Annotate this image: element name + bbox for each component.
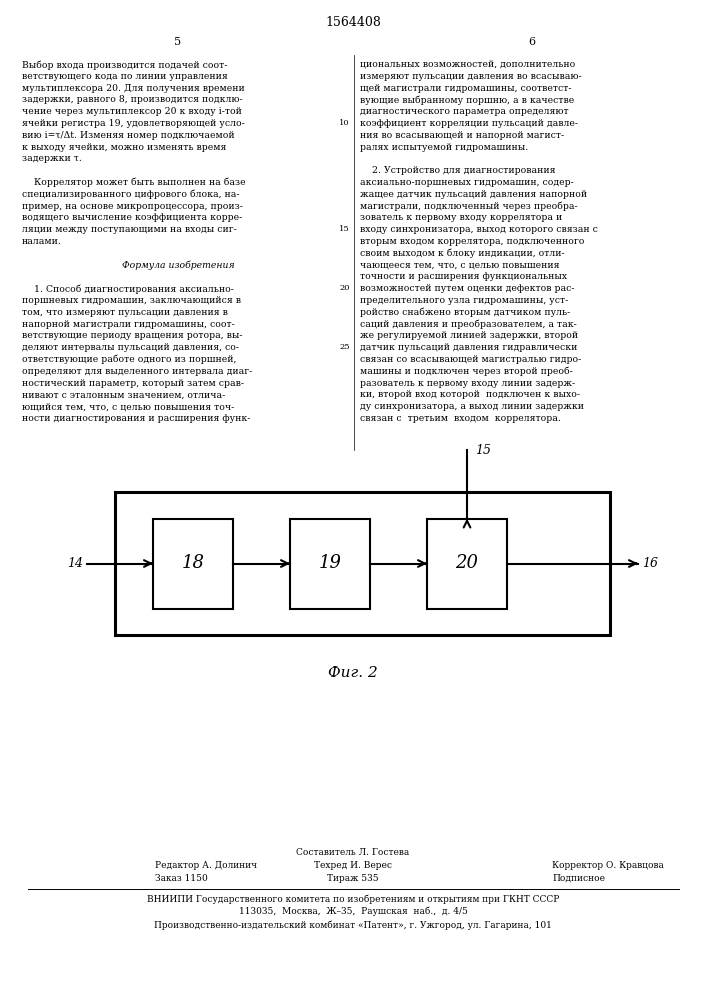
Text: Составитель Л. Гостева: Составитель Л. Гостева [296,848,409,857]
Text: определяют для выделенного интервала диаг-: определяют для выделенного интервала диа… [22,367,252,376]
Text: машины и подключен через второй преоб-: машины и подключен через второй преоб- [360,367,573,376]
Text: 25: 25 [339,343,350,351]
Text: 1564408: 1564408 [325,15,381,28]
Text: Корректор О. Кравцова: Корректор О. Кравцова [552,861,664,870]
Text: 20: 20 [339,284,350,292]
Text: к выходу ячейки, можно изменять время: к выходу ячейки, можно изменять время [22,143,226,152]
Text: Тираж 535: Тираж 535 [327,874,379,883]
Text: 16: 16 [642,557,658,570]
Text: поршневых гидромашин, заключающийся в: поршневых гидромашин, заключающийся в [22,296,241,305]
Text: возможностей путем оценки дефектов рас-: возможностей путем оценки дефектов рас- [360,284,575,293]
Text: ду синхронизатора, а выход линии задержки: ду синхронизатора, а выход линии задержк… [360,402,584,411]
Text: мультиплексора 20. Для получения времени: мультиплексора 20. Для получения времени [22,84,245,93]
Text: магистрали, подключенный через преобра-: магистрали, подключенный через преобра- [360,202,578,211]
Text: датчик пульсаций давления гидравлически: датчик пульсаций давления гидравлически [360,343,578,352]
Text: ячейки регистра 19, удовлетворяющей усло-: ячейки регистра 19, удовлетворяющей усло… [22,119,245,128]
Text: нивают с эталонным значением, отлича-: нивают с эталонным значением, отлича- [22,390,226,399]
Text: ностический параметр, который затем срав-: ностический параметр, который затем срав… [22,379,244,388]
Text: Фиг. 2: Фиг. 2 [328,666,378,680]
Text: водящего вычисление коэффициента корре-: водящего вычисление коэффициента корре- [22,213,243,222]
Text: ветствующего кода по линии управления: ветствующего кода по линии управления [22,72,228,81]
Text: своим выходом к блоку индикации, отли-: своим выходом к блоку индикации, отли- [360,249,565,258]
Text: 10: 10 [339,119,350,127]
FancyBboxPatch shape [115,492,610,635]
Text: циональных возможностей, дополнительно: циональных возможностей, дополнительно [360,60,575,69]
Text: 1. Способ диагностирования аксиально-: 1. Способ диагностирования аксиально- [22,284,234,294]
Text: Выбор входа производится подачей соот-: Выбор входа производится подачей соот- [22,60,228,70]
Text: ки, второй вход которой  подключен к выхо-: ки, второй вход которой подключен к выхо… [360,390,580,399]
Text: связан с  третьим  входом  коррелятора.: связан с третьим входом коррелятора. [360,414,561,423]
Text: ралях испытуемой гидромашины.: ралях испытуемой гидромашины. [360,143,528,152]
Text: аксиально-поршневых гидромашин, содер-: аксиально-поршневых гидромашин, содер- [360,178,574,187]
Text: Заказ 1150: Заказ 1150 [155,874,208,883]
Text: входу синхронизатора, выход которого связан с: входу синхронизатора, выход которого свя… [360,225,598,234]
Text: Редактор А. Долинич: Редактор А. Долинич [155,861,257,870]
Text: 19: 19 [318,554,341,572]
Text: диагностического параметра определяют: диагностического параметра определяют [360,107,568,116]
Text: ройство снабжено вторым датчиком пуль-: ройство снабжено вторым датчиком пуль- [360,308,571,317]
Text: 20: 20 [455,554,479,572]
Text: ВНИИПИ Государственного комитета по изобретениям и открытиям при ГКНТ СССР: ВНИИПИ Государственного комитета по изоб… [147,894,559,904]
Text: 5: 5 [175,37,182,47]
FancyBboxPatch shape [427,519,507,608]
Text: 15: 15 [339,225,350,233]
Text: задержки τ.: задержки τ. [22,154,82,163]
Text: зователь к первому входу коррелятора и: зователь к первому входу коррелятора и [360,213,562,222]
Text: том, что измеряют пульсации давления в: том, что измеряют пульсации давления в [22,308,228,317]
Text: пределительного узла гидромашины, уст-: пределительного узла гидромашины, уст- [360,296,568,305]
Text: 2. Устройство для диагностирования: 2. Устройство для диагностирования [360,166,556,175]
Text: ющийся тем, что, с целью повышения точ-: ющийся тем, что, с целью повышения точ- [22,402,234,411]
Text: разователь к первому входу линии задерж-: разователь к первому входу линии задерж- [360,379,575,388]
Text: жащее датчик пульсаций давления напорной: жащее датчик пульсаций давления напорной [360,190,587,199]
Text: щей магистрали гидромашины, соответст-: щей магистрали гидромашины, соответст- [360,84,571,93]
Text: ветствующие периоду вращения ротора, вы-: ветствующие периоду вращения ротора, вы- [22,331,243,340]
Text: коэффициент корреляции пульсаций давле-: коэффициент корреляции пульсаций давле- [360,119,578,128]
Text: вию i=τ/Δt. Изменяя номер подключаемой: вию i=τ/Δt. Изменяя номер подключаемой [22,131,235,140]
Text: измеряют пульсации давления во всасываю-: измеряют пульсации давления во всасываю- [360,72,582,81]
Text: ности диагностирования и расширения функ-: ности диагностирования и расширения функ… [22,414,250,423]
Text: связан со всасывающей магистралью гидро-: связан со всасывающей магистралью гидро- [360,355,581,364]
Text: Производственно-издательский комбинат «Патент», г. Ужгород, ул. Гагарина, 101: Производственно-издательский комбинат «П… [154,920,552,930]
Text: Подписное: Подписное [552,874,605,883]
Text: налами.: налами. [22,237,62,246]
Text: вующие выбранному поршню, а в качестве: вующие выбранному поршню, а в качестве [360,95,574,105]
Text: ния во всасывающей и напорной магист-: ния во всасывающей и напорной магист- [360,131,564,140]
Text: точности и расширения функциональных: точности и расширения функциональных [360,272,567,281]
Text: Коррелятор может быть выполнен на базе: Коррелятор может быть выполнен на базе [22,178,245,187]
Text: Техред И. Верес: Техред И. Верес [314,861,392,870]
Text: саций давления и преобразователем, а так-: саций давления и преобразователем, а так… [360,320,577,329]
FancyBboxPatch shape [290,519,370,608]
Text: 15: 15 [475,444,491,456]
Text: 14: 14 [67,557,83,570]
Text: 113035,  Москва,  Ж–35,  Раушская  наб.,  д. 4/5: 113035, Москва, Ж–35, Раушская наб., д. … [238,907,467,916]
Text: задержки, равного 8, производится подклю-: задержки, равного 8, производится подклю… [22,95,243,104]
Text: 18: 18 [182,554,204,572]
Text: вторым входом коррелятора, подключенного: вторым входом коррелятора, подключенного [360,237,585,246]
Text: 6: 6 [528,37,536,47]
Text: деляют интервалы пульсаций давления, со-: деляют интервалы пульсаций давления, со- [22,343,239,352]
Text: пример, на основе микропроцессора, произ-: пример, на основе микропроцессора, произ… [22,202,243,211]
Text: напорной магистрали гидромашины, соот-: напорной магистрали гидромашины, соот- [22,320,235,329]
Text: ответствующие работе одного из поршней,: ответствующие работе одного из поршней, [22,355,236,364]
Text: Формула изобретения: Формула изобретения [122,261,234,270]
Text: ляции между поступающими на входы сиг-: ляции между поступающими на входы сиг- [22,225,237,234]
Text: специализированного цифрового блока, на-: специализированного цифрового блока, на- [22,190,240,199]
FancyBboxPatch shape [153,519,233,608]
Text: чение через мультиплексор 20 к входу i-той: чение через мультиплексор 20 к входу i-т… [22,107,242,116]
Text: чающееся тем, что, с целью повышения: чающееся тем, что, с целью повышения [360,261,559,270]
Text: же регулируемой линией задержки, второй: же регулируемой линией задержки, второй [360,331,578,340]
